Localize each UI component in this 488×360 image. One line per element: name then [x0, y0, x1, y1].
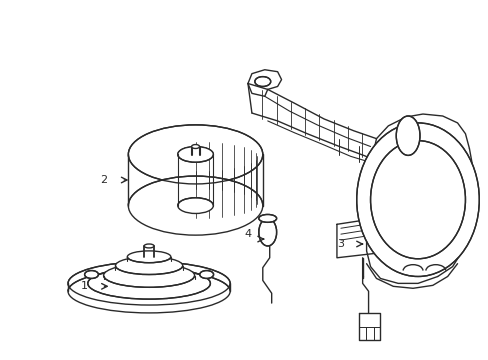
Ellipse shape — [84, 271, 98, 278]
Ellipse shape — [127, 251, 170, 263]
Ellipse shape — [199, 271, 213, 278]
Ellipse shape — [191, 145, 199, 148]
Ellipse shape — [254, 77, 270, 86]
Ellipse shape — [395, 116, 419, 156]
Ellipse shape — [356, 123, 478, 276]
Text: 3: 3 — [337, 239, 344, 249]
Ellipse shape — [144, 244, 154, 248]
Ellipse shape — [103, 264, 194, 287]
Ellipse shape — [115, 257, 183, 275]
Ellipse shape — [370, 141, 465, 259]
Ellipse shape — [178, 147, 213, 162]
Ellipse shape — [68, 262, 230, 305]
Text: 4: 4 — [244, 229, 251, 239]
Ellipse shape — [258, 219, 276, 246]
Ellipse shape — [178, 198, 213, 213]
Ellipse shape — [258, 215, 276, 222]
Ellipse shape — [128, 176, 262, 235]
Text: 2: 2 — [100, 175, 107, 185]
Ellipse shape — [128, 125, 262, 184]
Ellipse shape — [88, 267, 210, 299]
Text: 1: 1 — [80, 281, 87, 291]
Ellipse shape — [68, 270, 230, 313]
